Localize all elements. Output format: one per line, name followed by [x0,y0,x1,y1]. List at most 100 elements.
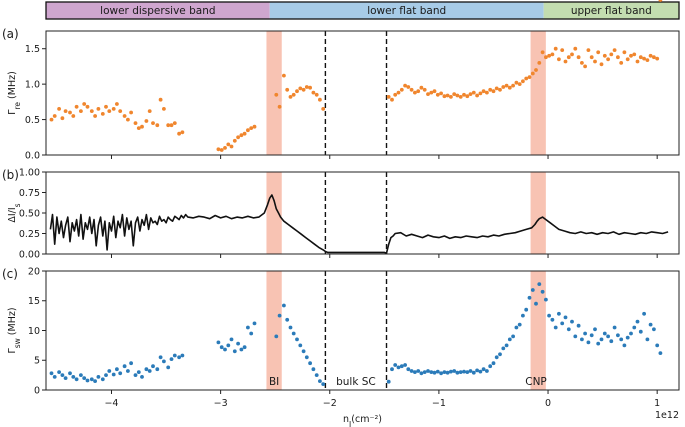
panel-label: (c) [2,267,18,281]
data-point [465,94,470,99]
data-point [122,364,127,369]
data-point [557,57,561,62]
y-tick-label: 5 [34,356,40,367]
data-point [606,334,610,339]
data-point [219,148,224,152]
data-point [282,73,286,78]
data-point [544,55,548,60]
plot-frame [45,30,680,156]
data-point [177,355,182,360]
data-point [147,109,152,113]
data-point [74,377,79,382]
band-bar: lower dispersive band lower flat band uppe… [45,1,680,20]
data-point [507,85,512,90]
data-point [180,130,185,135]
data-point [291,92,296,97]
data-point [226,142,231,147]
data-point [122,114,127,118]
data-point [301,87,306,92]
data-point [514,325,519,330]
y-tick-label: 20 [28,266,40,277]
data-point [504,83,509,88]
data-point [314,373,319,377]
data-point [162,107,166,111]
data-point [449,369,453,374]
data-point [514,80,519,85]
y-tick-label: 1.00 [19,167,40,178]
data-point [115,367,119,372]
x-tick-label: −1 [432,398,446,409]
data-point [291,331,296,336]
data-point [393,363,398,367]
data-point [49,117,54,122]
band-segment [543,2,679,19]
data-point [629,331,633,336]
data-point [485,369,489,373]
data-point [177,131,182,136]
data-point [140,375,144,379]
data-point [458,370,463,374]
data-point [455,93,460,98]
data-point [242,345,247,350]
y-tick-label: 0.75 [19,188,40,199]
data-point [158,97,163,102]
data-point [570,52,574,57]
data-point [435,92,440,97]
data-point [277,313,282,318]
data-point [449,95,453,99]
data-point [133,121,138,125]
data-point [399,364,404,369]
data-point [155,123,160,128]
panels: 0.0 0.5 1.0 1.5 Γre (MHz) (a) 0.00 0.25 0.50 0.75… [2,0,680,396]
data-point [612,48,617,52]
panel: 0.00 0.25 0.50 0.75 1.00 ΔI/Is (b) [2,167,680,260]
data-point [321,382,326,386]
data-point [439,91,443,96]
data-point [111,372,116,377]
data-point [616,55,620,60]
data-point [593,327,597,332]
data-point [635,319,640,324]
data-point [452,369,457,373]
data-point [169,123,174,128]
data-point [136,126,141,130]
data-point [162,359,166,364]
data-point [252,321,257,326]
data-point [249,126,254,130]
data-point [57,370,61,374]
x-axis-label: nJ(cm⁻²) [343,414,382,427]
data-point [403,363,407,367]
data-point [285,317,290,322]
data-point [60,373,65,377]
data-point [409,369,414,373]
data-point [155,367,160,372]
data-point [426,92,430,96]
data-point [475,368,479,373]
data-point [52,375,57,379]
data-point [232,138,237,143]
data-point [642,311,646,316]
data-point [158,355,163,360]
band-label: upper flat band [571,5,652,17]
band-segment [269,2,544,19]
data-point [246,325,250,330]
data-point [553,46,558,51]
data-point [557,311,561,316]
data-point [655,343,660,348]
data-point [429,370,434,374]
data-point [540,50,545,55]
data-point [468,369,473,373]
data-point [226,343,231,348]
data-point [169,357,174,361]
data-point [655,56,660,61]
data-point [308,361,312,366]
data-point [304,85,309,89]
annotation: CNP [525,376,547,388]
data-point [399,87,404,92]
data-point [563,315,568,320]
data-point [71,375,76,379]
data-point [304,355,309,360]
data-point [232,349,237,354]
data-point [511,83,515,88]
